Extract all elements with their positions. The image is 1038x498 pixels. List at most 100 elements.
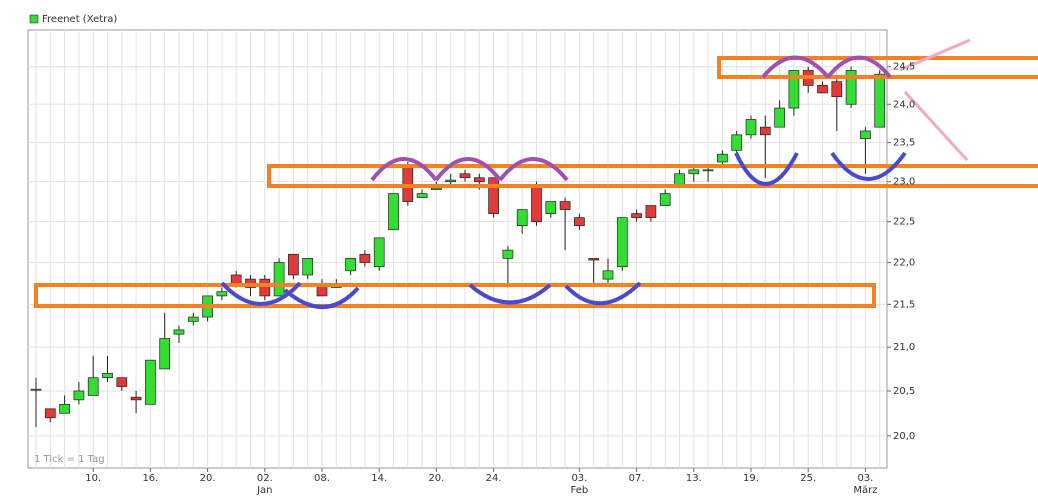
candle-body [788, 70, 800, 109]
y-tick-label: 22,5 [893, 217, 915, 228]
candle-body [659, 193, 671, 206]
y-tick-label: 24,5 [893, 62, 915, 73]
candle-body [759, 126, 771, 136]
x-tick-label: 19. [743, 473, 759, 484]
candle-body [288, 253, 299, 276]
candle-body [817, 85, 828, 94]
candle-body [416, 193, 428, 198]
candle-body [345, 258, 356, 272]
x-sublabel: Jan [256, 485, 272, 496]
candle-body [302, 258, 314, 276]
candle-body [860, 130, 871, 140]
candle-body [388, 193, 399, 231]
legend-swatch [29, 14, 39, 24]
candle-body [516, 209, 528, 227]
candle-body [216, 291, 228, 297]
x-tick-label: 16. [142, 473, 158, 484]
x-tick-label: 07. [629, 473, 645, 484]
candle-body [631, 213, 642, 218]
candle-body [373, 237, 385, 268]
candle-body [473, 177, 485, 183]
arc [220, 281, 302, 306]
candle-body [73, 390, 85, 401]
y-tick-label: 24,0 [893, 99, 915, 110]
candle-body [588, 258, 600, 261]
candle-body [445, 179, 457, 183]
annotations-fan [899, 38, 971, 162]
candle-body [187, 316, 199, 322]
arc [434, 157, 502, 182]
candle-body [674, 173, 685, 186]
candle-body [116, 377, 128, 387]
annotations-tops [370, 55, 892, 182]
candle-body [531, 185, 542, 222]
candle-body [688, 169, 700, 175]
x-sublabel: März [853, 485, 877, 496]
arc [498, 157, 569, 182]
x-tick-label: 10. [85, 473, 101, 484]
candle-body [145, 359, 156, 405]
candle-body [545, 201, 557, 214]
candle-body [745, 119, 757, 136]
candle-body [273, 262, 285, 297]
x-tick-label: 24. [486, 473, 502, 484]
footnote: 1 Tick = 1 Tag [34, 454, 105, 465]
candle-body [359, 253, 371, 263]
candle-body [87, 377, 99, 396]
candle-body [130, 396, 142, 401]
trend-line [903, 90, 969, 162]
candle-body [259, 278, 271, 297]
y-tick-label: 23,0 [893, 177, 915, 188]
zone-box [267, 164, 1038, 188]
candle-body [173, 329, 185, 335]
x-tick-label: 03. [571, 473, 587, 484]
candle-body [831, 81, 843, 98]
candle-body [159, 338, 171, 370]
candle-body [645, 205, 657, 218]
candle-body [574, 217, 585, 227]
candle-body [59, 403, 70, 414]
y-tick-label: 20,5 [893, 386, 915, 397]
y-tick-label: 21,5 [893, 299, 915, 310]
plot-frame [27, 29, 888, 469]
x-tick-label: 14. [371, 473, 387, 484]
candle-body [488, 177, 499, 214]
candle-body [459, 173, 471, 179]
x-tick-label: 03. [857, 473, 873, 484]
y-tick-label: 20,0 [893, 431, 915, 442]
candle-body [774, 107, 785, 128]
arc [734, 152, 799, 186]
trend-line [899, 38, 971, 72]
arc [564, 281, 642, 306]
arc [370, 157, 438, 182]
x-tick-label: 20. [428, 473, 444, 484]
candle-body [102, 372, 113, 379]
zone-box [717, 56, 1038, 79]
arc [761, 55, 830, 79]
x-tick-label: 08. [314, 473, 330, 484]
x-tick-label: 25. [800, 473, 816, 484]
candle-body [30, 388, 42, 391]
candle-body [431, 187, 442, 190]
legend-label: Freenet (Xetra) [42, 14, 117, 25]
x-tick-label: 20. [200, 473, 216, 484]
annotations-bottoms [220, 151, 907, 309]
x-tick-label: 02. [257, 473, 273, 484]
x-sublabel: Feb [571, 485, 589, 496]
arc [283, 286, 360, 309]
candle-body [559, 201, 571, 210]
candle-body [731, 134, 743, 151]
candle-body [230, 274, 242, 284]
y-tick-label: 22,0 [893, 258, 915, 269]
y-tick-label: 23,5 [893, 138, 915, 149]
x-tick-label: 13. [686, 473, 702, 484]
arc [830, 151, 907, 181]
candle-body [44, 408, 56, 419]
candle-body [602, 270, 614, 280]
candle-body [502, 249, 514, 259]
candle-body [402, 165, 414, 202]
arc [826, 55, 892, 79]
candle-body [616, 217, 628, 268]
annotations-resistance [34, 56, 1038, 308]
